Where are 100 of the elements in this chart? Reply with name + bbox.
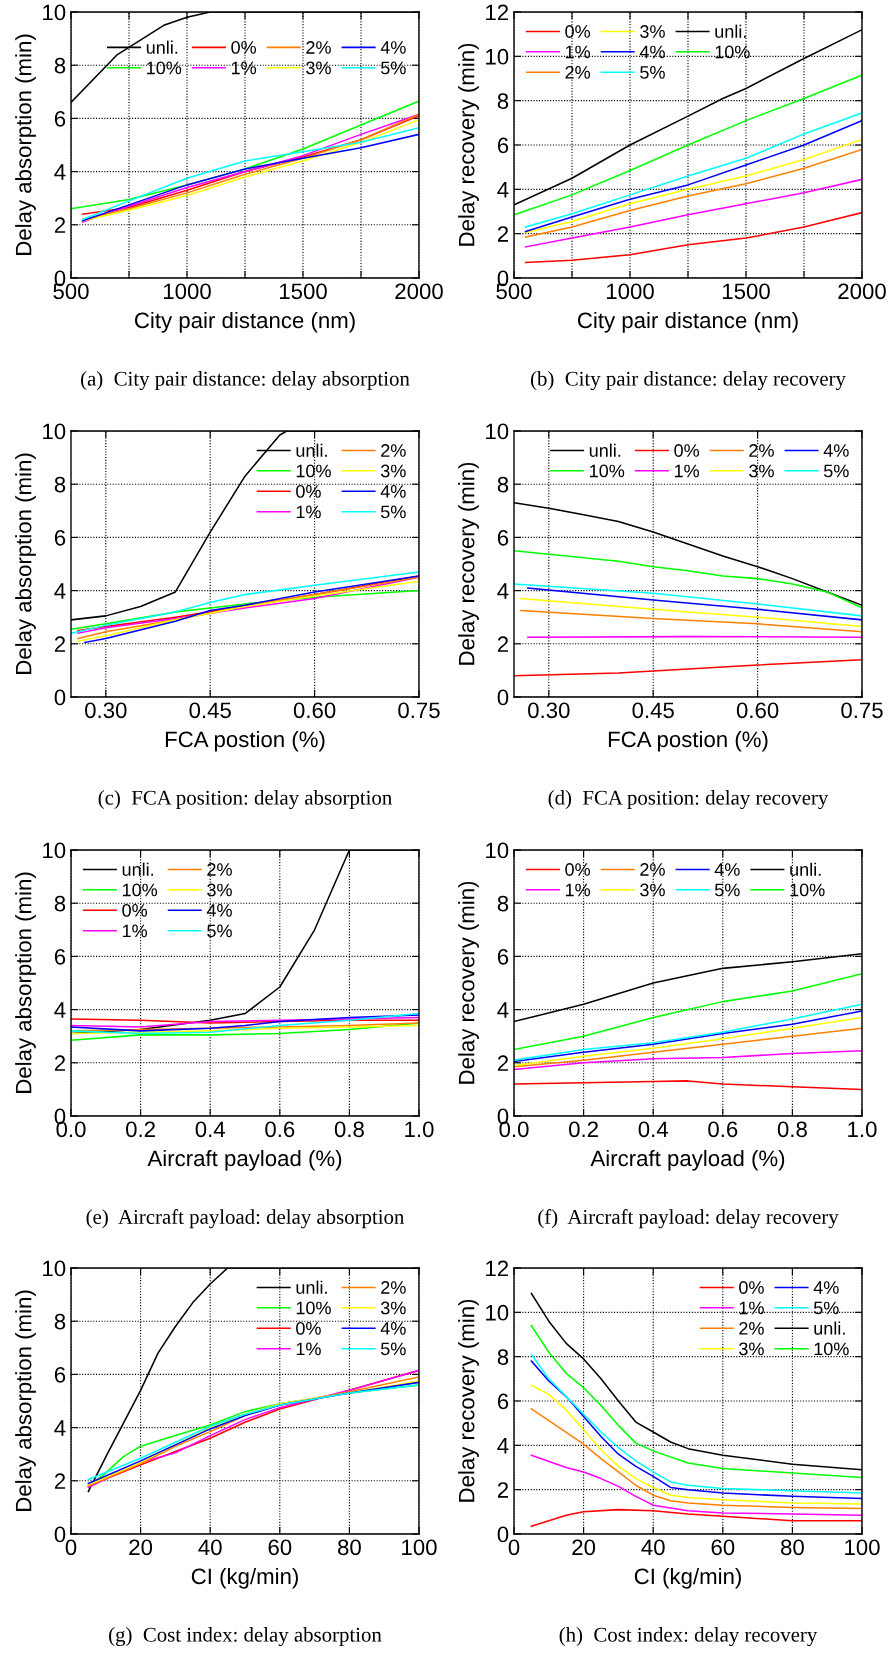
y-tick-label: 2: [54, 636, 66, 652]
y-tick-label: 6: [497, 529, 509, 546]
x-tick-label: 0.75: [841, 702, 883, 719]
y-axis-title: Delay recovery (min): [458, 1299, 479, 1502]
y-tick-label: 8: [497, 93, 509, 109]
y-tick-label: 6: [497, 137, 509, 154]
y-tick-label: 4: [54, 583, 66, 599]
y-tick-label: 10: [486, 842, 509, 859]
line-series: [71, 1016, 419, 1028]
legend-label: 5%: [714, 883, 740, 897]
y-axis-title: Delay absorption (min): [15, 453, 36, 674]
y-tick-label: 4: [54, 1420, 66, 1436]
x-axis-title: City pair distance (nm): [577, 311, 798, 333]
legend-label: 2%: [306, 41, 331, 54]
legend-label: 4%: [823, 444, 849, 457]
y-tick-label: 4: [54, 164, 66, 180]
y-tick-label: 12: [486, 1260, 509, 1277]
y-tick-label: 12: [486, 4, 509, 21]
legend-label: 1%: [296, 505, 321, 519]
x-tick-label: 1000: [163, 283, 211, 300]
legend-label: 1%: [565, 45, 591, 59]
y-tick-label: 0: [497, 1526, 509, 1543]
legend-label: unli.: [146, 40, 178, 54]
y-tick-label: 10: [43, 1260, 66, 1277]
legend-label: 2%: [739, 1322, 764, 1335]
legend-label: 1%: [296, 1342, 321, 1356]
legend-label: 0%: [674, 444, 700, 457]
x-tick-label: 0.30: [528, 702, 570, 719]
line-series: [514, 1016, 862, 1067]
legend-label: 5%: [640, 66, 665, 79]
legend-label: 1%: [739, 1301, 764, 1315]
y-tick-label: 2: [54, 1473, 66, 1489]
legend-label: 5%: [823, 464, 849, 478]
legend-label: unli.: [122, 862, 154, 876]
legend-label: 3%: [640, 883, 665, 897]
legend-label: 10%: [122, 883, 158, 897]
legend-label: 10%: [590, 464, 625, 478]
legend-label: 4%: [380, 41, 406, 54]
y-tick-label: 4: [497, 1438, 509, 1454]
legend-label: 3%: [207, 883, 232, 897]
legend-label: 5%: [380, 1342, 406, 1356]
legend-label: 10%: [147, 61, 182, 75]
legend-label: 0%: [565, 863, 591, 876]
line-series: [530, 1454, 862, 1516]
line-series: [514, 1080, 862, 1091]
y-tick-label: 8: [54, 57, 66, 74]
legend-label: 2%: [565, 66, 591, 79]
x-tick-label: 0.30: [85, 702, 127, 719]
legend-label: 5%: [207, 924, 232, 938]
line-series: [520, 609, 862, 633]
x-tick-label: 0.45: [189, 702, 231, 719]
line-series: [524, 211, 862, 264]
y-tick-label: 8: [497, 1349, 509, 1365]
x-tick-label: 40: [641, 1539, 665, 1556]
y-tick-label: 6: [54, 529, 66, 546]
legend-label: 5%: [813, 1301, 839, 1315]
y-tick-label: 4: [497, 1002, 509, 1018]
legend-label: unli.: [296, 443, 327, 457]
line-series: [520, 597, 862, 628]
x-tick-label: 0.4: [195, 1121, 225, 1138]
y-tick-label: 6: [54, 110, 66, 127]
x-tick-label: 0: [508, 1539, 520, 1556]
legend-label: unli.: [715, 24, 746, 38]
y-tick-label: 4: [497, 583, 509, 599]
legend-label: 2%: [749, 444, 774, 457]
x-tick-label: 1500: [722, 283, 770, 300]
text: (h) Cost index: delay recovery: [559, 1627, 818, 1647]
line-series: [514, 549, 862, 609]
x-axis-title: CI (kg/min): [634, 1567, 741, 1589]
x-tick-label: 0.45: [632, 702, 674, 719]
legend-label: 2%: [640, 863, 665, 876]
legend-label: 0%: [739, 1281, 764, 1294]
y-tick-label: 2: [497, 1055, 509, 1071]
x-tick-label: 20: [129, 1539, 153, 1556]
legend-label: 4%: [639, 45, 665, 59]
line-series: [514, 1027, 862, 1068]
text: (f) Aircraft payload: delay recovery: [538, 1209, 839, 1229]
legend-label: unli.: [589, 443, 621, 457]
x-tick-label: 0.6: [708, 1121, 738, 1138]
y-tick-label: 10: [486, 1304, 509, 1321]
legend-label: 3%: [380, 1301, 406, 1315]
text: (b) City pair distance: delay recovery: [530, 371, 846, 391]
legend-label: 10%: [296, 1301, 331, 1315]
x-tick-label: 60: [711, 1539, 735, 1556]
y-tick-label: 10: [43, 4, 66, 21]
line-series: [527, 587, 862, 621]
legend-label: 4%: [813, 1281, 839, 1294]
legend-label: 5%: [380, 61, 406, 75]
legend-label: 10%: [715, 45, 750, 59]
legend-label: 4%: [380, 485, 406, 498]
x-tick-label: 100: [845, 1539, 880, 1556]
legend-label: 0%: [565, 25, 591, 38]
x-tick-label: 0.6: [265, 1121, 295, 1138]
y-tick-label: 10: [43, 423, 66, 440]
legend-label: unli.: [790, 862, 821, 876]
x-tick-label: 2000: [838, 283, 886, 300]
legend-label: 0%: [296, 485, 321, 498]
line-series: [514, 583, 862, 617]
legend-label: unli.: [814, 1321, 845, 1335]
line-series: [530, 1407, 862, 1510]
